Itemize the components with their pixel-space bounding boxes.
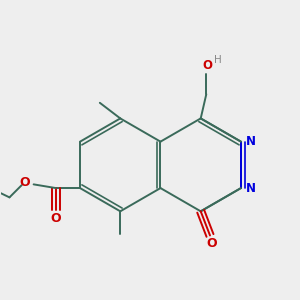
Text: O: O [202, 59, 212, 72]
Text: O: O [20, 176, 30, 189]
Text: N: N [246, 182, 256, 195]
Text: O: O [51, 212, 61, 225]
Text: N: N [246, 135, 256, 148]
Text: O: O [206, 237, 217, 250]
Text: H: H [214, 55, 222, 65]
